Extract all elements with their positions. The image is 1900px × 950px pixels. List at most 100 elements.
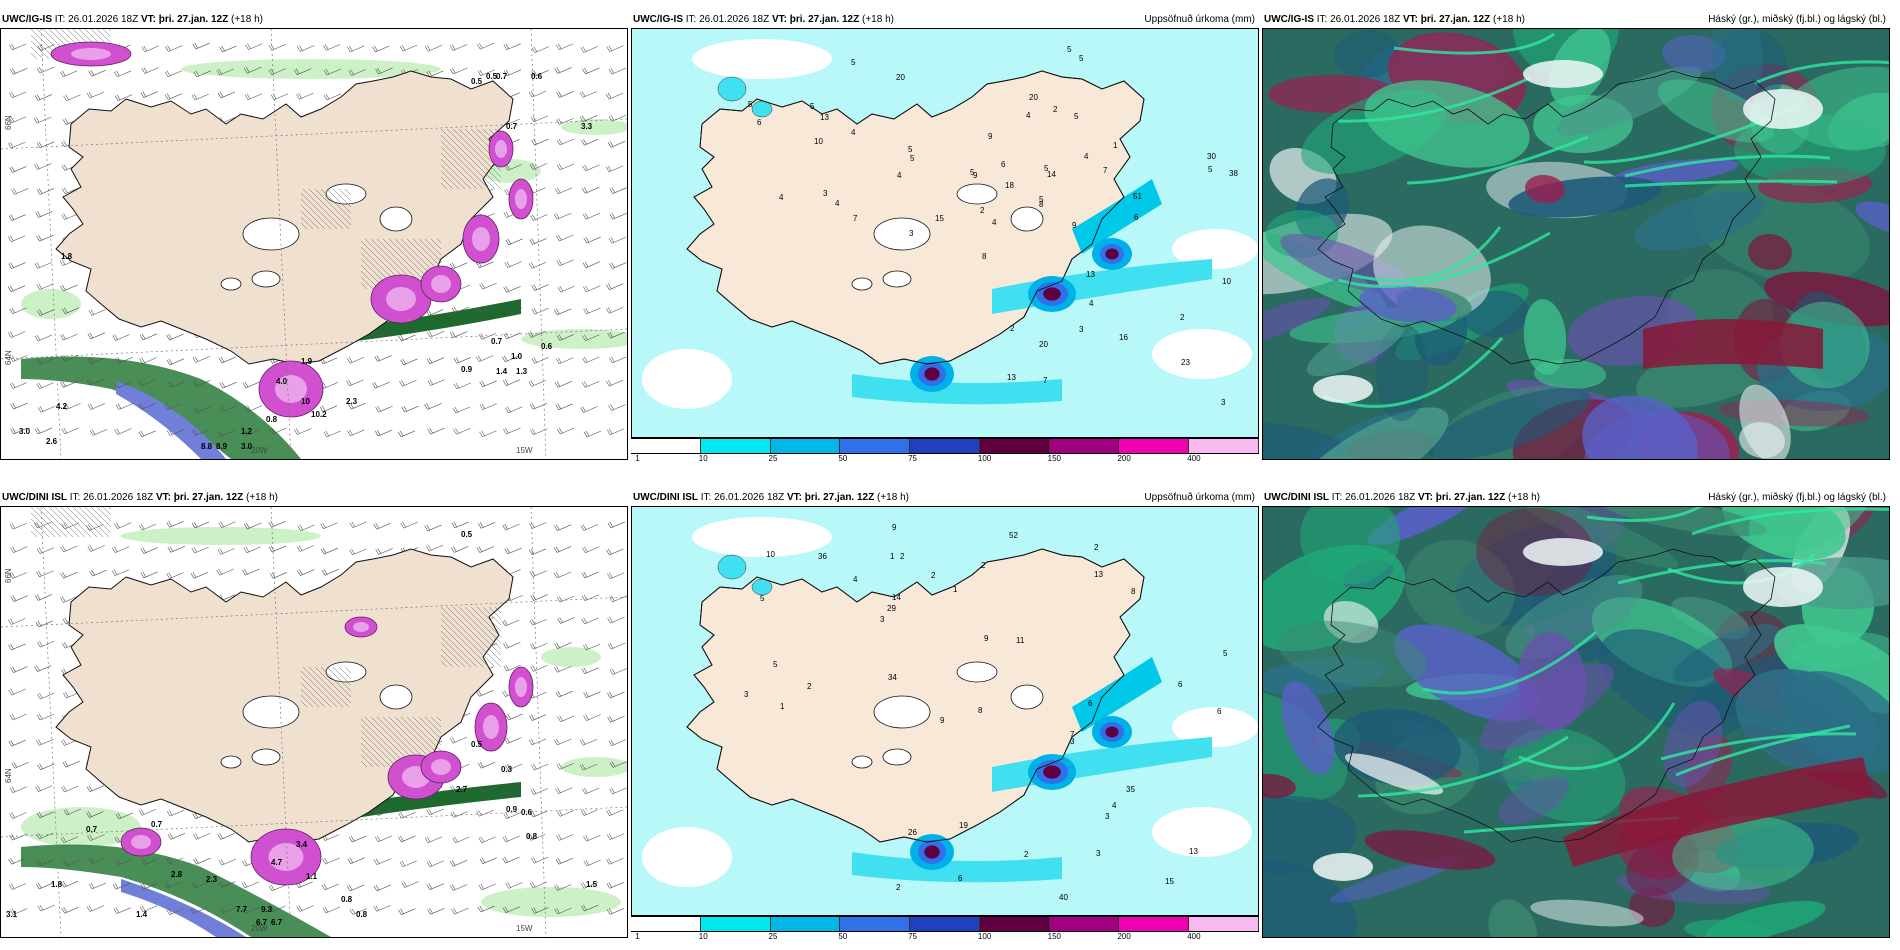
wind-barb bbox=[502, 835, 520, 843]
wind-barb bbox=[62, 760, 80, 768]
precip-value-label: 2 bbox=[1024, 850, 1029, 859]
light-precip-area bbox=[121, 527, 321, 545]
wind-barb bbox=[501, 619, 520, 627]
field-value-label: 6.7 bbox=[256, 918, 268, 927]
precip-value-label: 20 bbox=[1039, 340, 1048, 349]
cloud-edge-contour bbox=[1357, 735, 1569, 798]
snow-precip-core bbox=[515, 189, 527, 209]
wind-barb bbox=[217, 548, 235, 555]
precip-value-label: 5 bbox=[1223, 649, 1228, 658]
map-frame[interactable]: 4 5 3 5 2 2 1 4 5 4 4 5 5 5 4 5 6 5 5 5 5 9 7 8 9 20 10 13 15 20 18 30 5… bbox=[631, 28, 1259, 438]
wind-barb bbox=[8, 883, 27, 890]
wind-barb bbox=[36, 283, 54, 290]
wind-barb bbox=[164, 93, 183, 100]
hatch-line bbox=[494, 606, 502, 614]
wind-barb bbox=[555, 357, 574, 365]
wind-barb bbox=[34, 521, 52, 529]
precip-value-label: 3 bbox=[1221, 398, 1226, 407]
wind-barb bbox=[60, 70, 78, 78]
wind-barb bbox=[504, 547, 522, 555]
hatch-line bbox=[446, 606, 502, 662]
wind-barb bbox=[609, 787, 627, 795]
wind-barb bbox=[401, 405, 419, 413]
wind-barb bbox=[8, 857, 26, 865]
wind-barb bbox=[164, 70, 183, 78]
precip-value-label: 19 bbox=[959, 821, 968, 830]
wind-barb bbox=[477, 761, 496, 769]
hatch-line bbox=[48, 507, 80, 538]
wind-barb bbox=[190, 572, 209, 579]
precip-value-label: 5 bbox=[910, 154, 915, 163]
colorbar-tick-label: 100 bbox=[977, 454, 992, 463]
hatch-line bbox=[108, 507, 112, 510]
wind-barb bbox=[241, 907, 260, 914]
snow-precip-core bbox=[268, 843, 304, 871]
cloud-layer-patch bbox=[1263, 298, 1331, 354]
precip-value-label: 7 bbox=[1070, 730, 1075, 739]
wind-barb bbox=[219, 381, 237, 389]
glacier-outline bbox=[251, 270, 281, 288]
colorbar-swatches bbox=[631, 916, 1260, 932]
wind-barb bbox=[502, 856, 520, 864]
snow-precip-core bbox=[431, 759, 451, 775]
wind-barb bbox=[554, 642, 572, 649]
hatch-line bbox=[424, 238, 442, 256]
cloud-layer-patch bbox=[1263, 773, 1296, 799]
wind-barb bbox=[554, 524, 572, 531]
cloud-layer-patch bbox=[1498, 775, 1570, 825]
wind-barb bbox=[503, 43, 521, 50]
wind-barb bbox=[113, 907, 132, 914]
colorbar-swatches bbox=[631, 438, 1260, 454]
wind-barb bbox=[166, 333, 184, 341]
field-value-label: 0.8 bbox=[266, 415, 278, 424]
light-precip-area bbox=[481, 887, 621, 917]
precip-value-label: 13 bbox=[820, 113, 829, 122]
wind-barb bbox=[243, 66, 262, 74]
wind-barb bbox=[580, 406, 598, 413]
wind-barb bbox=[9, 522, 28, 530]
cloud-edge-contour bbox=[1393, 32, 1555, 55]
snow-precip-core bbox=[483, 715, 499, 739]
cloud-layer-patch bbox=[1784, 66, 1889, 150]
colorbar-swatch bbox=[770, 917, 841, 931]
map-canvas bbox=[1263, 29, 1889, 459]
wind-barb bbox=[269, 427, 287, 435]
wind-barb bbox=[426, 357, 445, 364]
wind-barb bbox=[531, 763, 549, 771]
precip-value-label: 51 bbox=[1133, 192, 1142, 201]
wind-barb bbox=[374, 429, 393, 437]
hatch-line bbox=[300, 198, 332, 230]
field-value-label: 4.2 bbox=[56, 402, 68, 411]
cloud-edge-contour bbox=[1422, 630, 1597, 695]
map-frame[interactable] bbox=[1262, 506, 1890, 938]
wind-barb bbox=[554, 187, 573, 195]
wind-barb bbox=[60, 545, 78, 553]
dry-area bbox=[1172, 707, 1258, 747]
snow-precip-core bbox=[131, 835, 151, 849]
vt-label: VT: bbox=[771, 14, 787, 25]
map-frame[interactable]: 6 5 2 3 2 1 1 2 5 4 3 2 2 1 11 10 9 8 9 13 29 34 14 36 52 19 15 13 3… bbox=[631, 506, 1259, 916]
field-value-label: 1.2 bbox=[241, 427, 253, 436]
hatch-line bbox=[418, 238, 442, 262]
wind-barb bbox=[557, 285, 575, 293]
vt-label: VT: bbox=[786, 492, 802, 503]
wind-barb bbox=[243, 546, 261, 554]
dry-area bbox=[642, 349, 732, 409]
wind-barb bbox=[347, 45, 365, 53]
precip-value-label: 13 bbox=[1007, 373, 1016, 382]
wind-barb bbox=[579, 115, 598, 122]
colorbar-tick-label: 25 bbox=[768, 454, 778, 463]
map-frame[interactable] bbox=[1262, 28, 1890, 460]
wind-barb bbox=[503, 286, 521, 293]
cloud-layer-patch bbox=[1281, 681, 1335, 775]
precip-value-label: 52 bbox=[1009, 531, 1018, 540]
hatch-line bbox=[96, 29, 112, 44]
precip-value-label: 6 bbox=[958, 874, 963, 883]
wind-barb bbox=[37, 44, 55, 51]
wind-barb bbox=[450, 811, 468, 818]
map-frame[interactable]: 66N 64N 20W 15W 0.5 0.7 0.7 4.7 3.4 1.1 0.8 2.8 2.3 7… bbox=[0, 506, 628, 938]
wind-barb bbox=[606, 283, 624, 290]
map-frame[interactable]: 66N 64N 20W 15W 0.5 0.5 0.7 0.6 0.7 3.3 1.8 4.0 1.9 1… bbox=[0, 28, 628, 460]
wind-barb bbox=[36, 832, 54, 840]
hatch-line bbox=[108, 29, 112, 32]
